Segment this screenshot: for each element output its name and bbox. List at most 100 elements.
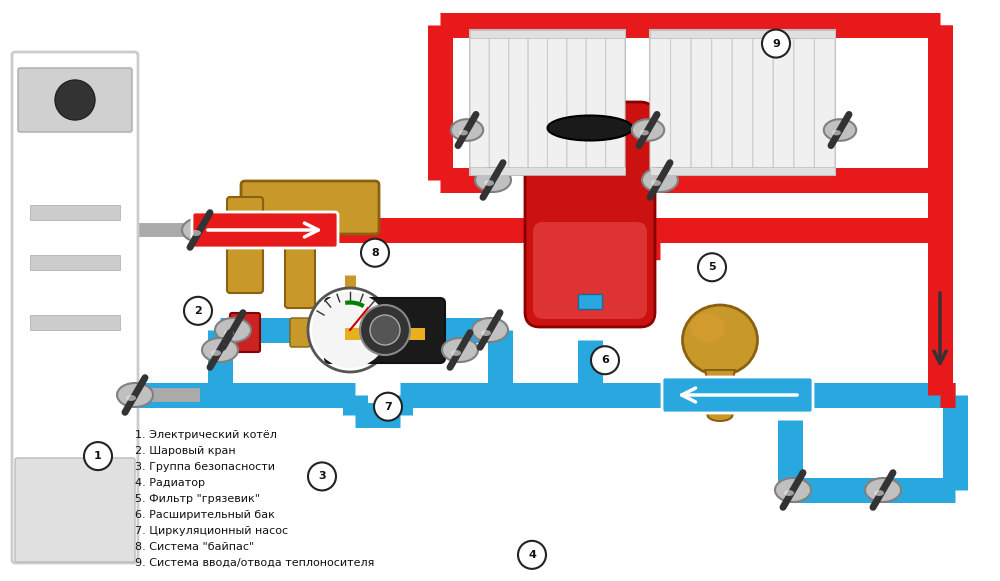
Ellipse shape <box>784 490 794 496</box>
FancyBboxPatch shape <box>691 31 712 174</box>
Text: 1. Электрический котёл: 1. Электрический котёл <box>135 430 277 440</box>
Polygon shape <box>705 370 735 415</box>
Text: 6. Расширительный бак: 6. Расширительный бак <box>135 510 275 520</box>
FancyBboxPatch shape <box>15 458 135 562</box>
Ellipse shape <box>224 330 234 336</box>
Ellipse shape <box>548 116 633 141</box>
Ellipse shape <box>708 409 732 421</box>
Ellipse shape <box>117 383 153 407</box>
FancyBboxPatch shape <box>712 31 732 174</box>
Text: 9: 9 <box>772 38 780 49</box>
Ellipse shape <box>632 119 664 141</box>
Text: 7. Циркуляционный насос: 7. Циркуляционный насос <box>135 526 288 536</box>
Bar <box>470 30 625 175</box>
FancyBboxPatch shape <box>525 102 655 327</box>
Ellipse shape <box>191 230 201 236</box>
Bar <box>650 30 835 175</box>
FancyBboxPatch shape <box>241 181 379 234</box>
Circle shape <box>698 253 726 281</box>
Ellipse shape <box>215 318 251 342</box>
Bar <box>650 167 835 175</box>
Text: 7: 7 <box>384 401 392 412</box>
Text: 3: 3 <box>318 471 326 482</box>
Ellipse shape <box>484 180 494 186</box>
Text: 1: 1 <box>94 451 102 461</box>
FancyBboxPatch shape <box>12 52 138 563</box>
FancyBboxPatch shape <box>794 31 814 174</box>
Bar <box>345 328 425 340</box>
Circle shape <box>312 292 388 368</box>
Text: 5. Фильтр "грязевик": 5. Фильтр "грязевик" <box>135 494 260 504</box>
FancyBboxPatch shape <box>227 197 263 293</box>
Ellipse shape <box>690 313 726 343</box>
Ellipse shape <box>682 305 758 375</box>
Ellipse shape <box>472 318 508 342</box>
Ellipse shape <box>642 168 678 192</box>
FancyBboxPatch shape <box>662 377 813 413</box>
Text: 4: 4 <box>528 550 536 560</box>
Text: 3. Группа безопасности: 3. Группа безопасности <box>135 462 275 472</box>
Text: 2: 2 <box>194 306 202 316</box>
FancyBboxPatch shape <box>470 31 489 174</box>
Text: 6: 6 <box>601 355 609 365</box>
FancyBboxPatch shape <box>732 31 753 174</box>
Bar <box>650 30 835 38</box>
Bar <box>30 205 120 220</box>
Bar <box>470 167 625 175</box>
FancyBboxPatch shape <box>509 31 528 174</box>
FancyBboxPatch shape <box>650 31 671 174</box>
Ellipse shape <box>874 490 884 496</box>
FancyBboxPatch shape <box>18 68 132 132</box>
Circle shape <box>55 80 95 120</box>
Bar <box>470 30 625 38</box>
FancyBboxPatch shape <box>773 31 794 174</box>
Ellipse shape <box>211 350 221 356</box>
Ellipse shape <box>832 130 841 135</box>
FancyBboxPatch shape <box>325 298 445 363</box>
Circle shape <box>308 462 336 490</box>
Circle shape <box>360 305 410 355</box>
FancyBboxPatch shape <box>528 31 548 174</box>
FancyBboxPatch shape <box>489 31 509 174</box>
FancyBboxPatch shape <box>533 222 647 319</box>
Circle shape <box>370 315 400 345</box>
FancyBboxPatch shape <box>671 31 691 174</box>
FancyBboxPatch shape <box>606 31 625 174</box>
FancyBboxPatch shape <box>192 212 338 248</box>
Ellipse shape <box>640 130 649 135</box>
Ellipse shape <box>202 338 238 362</box>
Ellipse shape <box>481 330 491 336</box>
Text: 4. Радиатор: 4. Радиатор <box>135 478 205 488</box>
Ellipse shape <box>475 168 511 192</box>
FancyBboxPatch shape <box>567 31 586 174</box>
Circle shape <box>184 297 212 325</box>
FancyBboxPatch shape <box>230 313 260 352</box>
Ellipse shape <box>459 130 468 135</box>
FancyBboxPatch shape <box>548 31 567 174</box>
Ellipse shape <box>865 478 901 502</box>
Circle shape <box>84 442 112 470</box>
Text: 5: 5 <box>708 262 716 272</box>
Circle shape <box>374 393 402 421</box>
FancyBboxPatch shape <box>753 31 773 174</box>
Ellipse shape <box>824 119 856 141</box>
FancyBboxPatch shape <box>814 31 835 174</box>
Ellipse shape <box>651 180 661 186</box>
Bar <box>30 315 120 330</box>
Ellipse shape <box>182 218 218 242</box>
Circle shape <box>518 541 546 569</box>
FancyBboxPatch shape <box>290 318 310 347</box>
Circle shape <box>361 239 389 267</box>
Ellipse shape <box>451 119 483 141</box>
Circle shape <box>762 30 790 58</box>
Bar <box>578 294 602 309</box>
Circle shape <box>591 346 619 374</box>
Ellipse shape <box>442 338 478 362</box>
Text: 8. Система "байпас": 8. Система "байпас" <box>135 542 254 552</box>
FancyBboxPatch shape <box>285 242 315 308</box>
Ellipse shape <box>775 478 811 502</box>
Text: 9. Система ввода/отвода теплоносителя: 9. Система ввода/отвода теплоносителя <box>135 558 374 568</box>
Text: 2. Шаровый кран: 2. Шаровый кран <box>135 446 236 456</box>
Ellipse shape <box>126 395 136 401</box>
FancyBboxPatch shape <box>586 31 606 174</box>
